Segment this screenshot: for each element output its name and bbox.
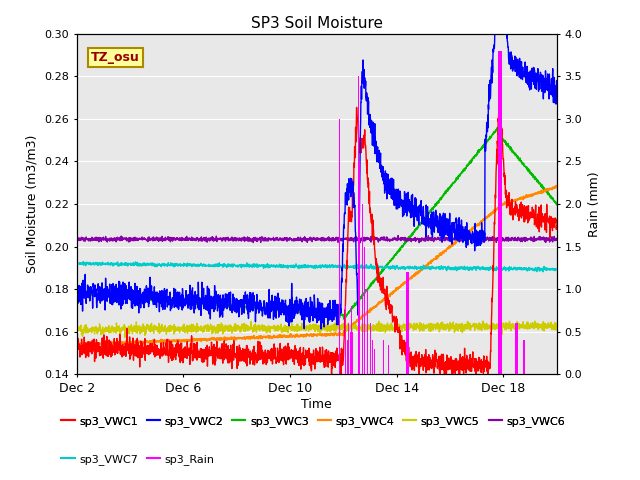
Legend: sp3_VWC1, sp3_VWC2, sp3_VWC3, sp3_VWC4, sp3_VWC5, sp3_VWC6: sp3_VWC1, sp3_VWC2, sp3_VWC3, sp3_VWC4, … [57,411,570,431]
Legend: sp3_VWC7, sp3_Rain: sp3_VWC7, sp3_Rain [57,450,219,469]
Title: SP3 Soil Moisture: SP3 Soil Moisture [251,16,383,31]
Y-axis label: Soil Moisture (m3/m3): Soil Moisture (m3/m3) [26,135,39,273]
X-axis label: Time: Time [301,398,332,411]
Text: TZ_osu: TZ_osu [91,51,140,64]
Y-axis label: Rain (mm): Rain (mm) [588,171,601,237]
